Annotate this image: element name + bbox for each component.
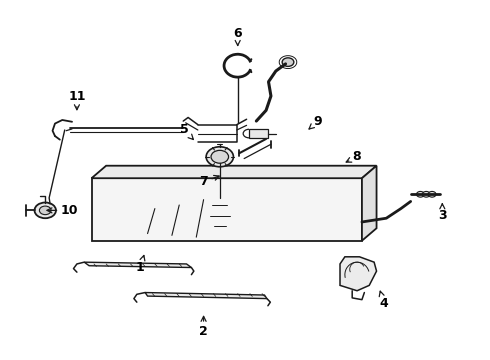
Text: 11: 11 bbox=[68, 90, 86, 110]
Polygon shape bbox=[92, 166, 376, 178]
Circle shape bbox=[422, 192, 430, 197]
Text: 7: 7 bbox=[199, 175, 219, 188]
Circle shape bbox=[282, 58, 294, 66]
Circle shape bbox=[211, 150, 228, 163]
Polygon shape bbox=[84, 262, 192, 267]
Polygon shape bbox=[340, 257, 376, 291]
Circle shape bbox=[34, 203, 56, 218]
Text: 8: 8 bbox=[346, 150, 361, 163]
Polygon shape bbox=[249, 129, 268, 138]
Text: 3: 3 bbox=[438, 204, 447, 222]
Polygon shape bbox=[92, 178, 362, 241]
Text: 6: 6 bbox=[233, 27, 242, 45]
Text: 5: 5 bbox=[180, 123, 194, 139]
Circle shape bbox=[416, 192, 424, 197]
Circle shape bbox=[206, 147, 233, 167]
Text: 4: 4 bbox=[379, 291, 388, 310]
Circle shape bbox=[39, 206, 51, 215]
Circle shape bbox=[428, 192, 436, 197]
Text: 10: 10 bbox=[47, 204, 78, 217]
Text: 1: 1 bbox=[136, 256, 145, 274]
Polygon shape bbox=[145, 293, 267, 298]
Text: 2: 2 bbox=[199, 316, 208, 338]
Text: 9: 9 bbox=[309, 114, 322, 129]
Polygon shape bbox=[362, 166, 376, 241]
